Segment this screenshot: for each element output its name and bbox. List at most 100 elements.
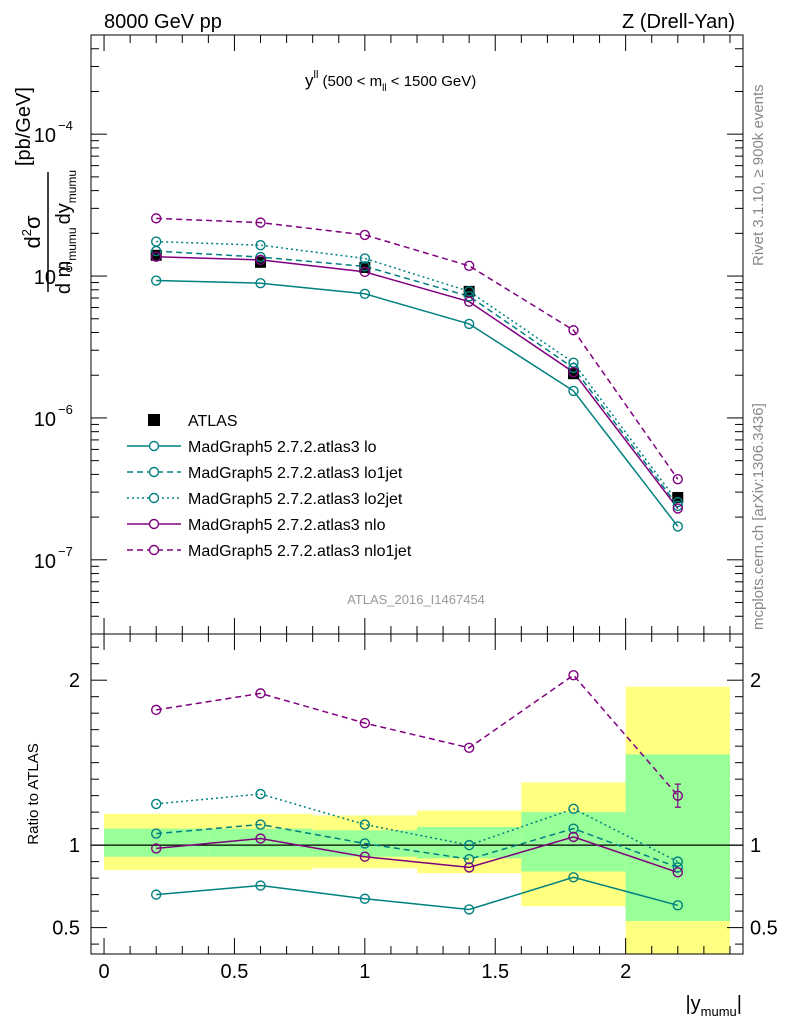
main-y-ticks: 10−710−610−510−4: [34, 34, 743, 635]
plot-title-rest2: < 1500 GeV): [387, 73, 477, 90]
main-y-tick-exp: −5: [58, 260, 73, 275]
main-series-point: [255, 278, 266, 289]
legend: ATLAS MadGraph5 2.7.2.atlas3 lo MadGraph5 …: [127, 413, 412, 560]
main-y-tick-base: 10: [34, 409, 56, 431]
legend-marker: [148, 466, 160, 478]
x-label-end: |: [737, 993, 742, 1015]
x-tick-label: 0: [98, 961, 109, 983]
ratio-series-point: [150, 798, 162, 810]
ratio-series-line: [156, 836, 679, 874]
ratio-series-point: [255, 819, 266, 830]
main-y-tick-exp: −6: [58, 402, 73, 417]
main-series-point: [359, 253, 371, 264]
ratio-y-tick-label: 2: [69, 670, 80, 692]
ratio-y-tick-label: 1: [69, 835, 80, 857]
legend-entry: ATLAS: [148, 413, 238, 430]
main-y-tick-label: 10: [34, 551, 56, 573]
ratio-series-point: [568, 803, 579, 815]
ratio-series-point: [463, 853, 475, 865]
ratio-series-line: [156, 674, 679, 797]
legend-marker: [148, 518, 160, 530]
ratio-series-point: [150, 889, 162, 900]
legend-label: MadGraph5 2.7.2.atlas3 lo: [188, 439, 377, 456]
main-series-point: [463, 291, 475, 302]
y-label-den-a: d m: [53, 261, 75, 294]
main-y-tick-exp: −7: [58, 544, 73, 559]
main-y-axis-label: d2σ d mmumudymumu [pb/GeV]: [13, 87, 79, 294]
main-series-lines: [156, 217, 679, 527]
legend-marker: [148, 492, 160, 504]
y-label-unit: [pb/GeV]: [13, 87, 35, 166]
ratio-series-point: [568, 670, 579, 681]
ratio-series-point: [255, 688, 266, 699]
legend-label: MadGraph5 2.7.2.atlas3 nlo: [188, 517, 386, 534]
main-series-point: [463, 286, 475, 297]
ratio-y-ticks: 0.5 0.5 1 1 2 2: [52, 646, 778, 945]
x-axis-label: |ymumu|: [685, 993, 742, 1019]
ratio-panel: 0.5 0.5 1 1 2 2 0 0.5 1 1.5 2 Ratio to ATLAS |ymu…: [25, 633, 778, 1019]
ratio-series-point: [672, 900, 683, 911]
ratio-band-green: [417, 826, 522, 859]
header-right: Z (Drell-Yan): [622, 11, 735, 33]
ratio-series-point: [255, 833, 266, 844]
ratio-series-markers: [150, 670, 683, 915]
x-label-main: |y: [685, 993, 700, 1015]
main-series-line: [156, 240, 679, 503]
main-series-point: [150, 251, 162, 262]
main-y-tick-base: 10: [34, 267, 56, 289]
y-label-num-sup: 2: [19, 229, 34, 236]
x-tick-label: 2: [620, 961, 631, 983]
main-series-line: [156, 279, 679, 527]
ratio-series-point: [568, 831, 579, 843]
ratio-y-tick-label-right: 2: [750, 670, 761, 692]
main-series-point: [672, 503, 683, 514]
ratio-series-point: [463, 839, 475, 851]
main-series-line: [156, 250, 679, 507]
legend-label: MadGraph5 2.7.2.atlas3 lo2jet: [188, 491, 403, 508]
ratio-y-tick-label: 0.5: [52, 918, 80, 940]
main-panel: 10−710−610−510−4 yll (500 < mll < 1500 G…: [13, 34, 744, 635]
ratio-series-point: [463, 862, 475, 873]
main-series-line: [156, 255, 679, 509]
main-series-point: [255, 254, 266, 266]
ratio-series-point: [568, 823, 579, 834]
y-label-den-b: dy: [53, 203, 75, 224]
ratio-series-point: [359, 851, 371, 862]
ratio-series-point: [672, 867, 683, 878]
main-series-point: [255, 239, 266, 251]
plot-title-sup: ll: [314, 69, 319, 81]
x-tick-label: 1.5: [481, 961, 509, 983]
legend-label: MadGraph5 2.7.2.atlas3 nlo1jet: [188, 543, 412, 560]
main-y-tick-base: 10: [34, 125, 56, 147]
main-series-point: [359, 229, 371, 241]
main-series-point: [672, 500, 683, 512]
plot-title: yll (500 < mll < 1500 GeV): [305, 69, 476, 94]
main-series-point: [150, 275, 162, 286]
ratio-series-point: [359, 893, 371, 904]
ratio-series-point: [150, 843, 162, 854]
main-series-point: [463, 296, 475, 307]
ratio-y-axis-label: Ratio to ATLAS: [25, 743, 42, 844]
main-y-tick-label: 10: [34, 267, 56, 289]
main-series-point: [150, 236, 162, 247]
main-series-markers: [150, 213, 684, 532]
main-y-tick-label: 10: [34, 409, 56, 431]
main-y-tick-base: 10: [34, 551, 56, 573]
main-series-point: [255, 251, 266, 263]
ratio-uncertainty-bands: [104, 686, 730, 954]
ratio-series-point: [150, 828, 162, 839]
main-series-point: [672, 521, 683, 532]
plot-title-rest1: (500 < m: [318, 73, 382, 90]
plot-title-sub: ll: [382, 83, 386, 94]
main-series-line: [156, 217, 679, 480]
y-label-num-sigma: σ: [20, 215, 45, 229]
main-series-point: [359, 266, 371, 278]
main-series-point: [255, 217, 266, 228]
ratio-series-lines: [156, 674, 679, 911]
y-label-num-d: d: [20, 236, 45, 248]
main-y-tick-label: 10: [34, 125, 56, 147]
atlas-data-point: [567, 368, 579, 380]
ratio-series-point: [255, 788, 266, 800]
ratio-series-point: [672, 862, 683, 873]
